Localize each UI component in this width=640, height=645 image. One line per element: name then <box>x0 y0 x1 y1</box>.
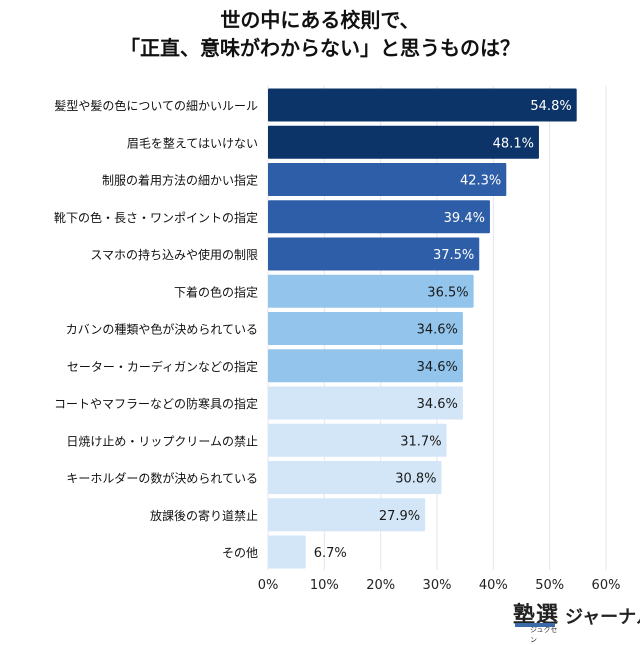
value-label: 54.8% <box>530 99 571 114</box>
value-label: 30.8% <box>395 472 436 487</box>
bar <box>268 274 474 308</box>
category-label: 日焼け止め・リップクリームの禁止 <box>66 434 258 448</box>
category-label: 下着の色の指定 <box>174 284 258 299</box>
bar <box>268 386 463 420</box>
x-tick-label: 50% <box>535 578 564 593</box>
bar <box>268 423 447 457</box>
bar <box>268 461 442 494</box>
x-tick-label: 10% <box>310 578 339 593</box>
bar <box>268 498 426 532</box>
x-tick-label: 40% <box>479 578 508 593</box>
category-label: その他 <box>222 546 258 560</box>
value-label: 6.7% <box>314 546 347 561</box>
category-label: 眉毛を整えてはいけない <box>127 135 258 150</box>
value-label: 42.3% <box>460 174 501 189</box>
bar <box>268 349 463 383</box>
bar <box>268 200 490 234</box>
title-line-2: 「正直、意味がわからない」と思うものは？ <box>120 36 520 60</box>
logo-right: ジャーナル <box>565 607 640 628</box>
category-label: 靴下の色・長さ・ワンポイントの指定 <box>54 210 258 225</box>
chart-title: 世の中にある校則で、 「正直、意味がわからない」と思うものは？ <box>0 6 640 62</box>
bar <box>268 163 507 196</box>
x-tick-label: 20% <box>366 578 395 593</box>
bar <box>268 535 306 569</box>
category-label: キーホルダーの数が決められている <box>66 471 258 486</box>
logo-sub: ジュクセン <box>530 626 558 644</box>
category-label: 髪型や髪の色についての細かいルール <box>54 99 258 113</box>
logo-underline <box>515 623 555 627</box>
bar <box>268 88 577 122</box>
x-tick-label: 30% <box>423 578 452 593</box>
category-label: 制服の着用方法の細かい指定 <box>102 173 258 188</box>
logo: 塾選 ジュクセン ジャーナル <box>513 597 640 644</box>
category-label: スマホの持ち込みや使用の制限 <box>90 247 258 262</box>
x-tick-label: 60% <box>592 578 621 593</box>
value-label: 27.9% <box>379 509 420 524</box>
bar <box>268 312 463 345</box>
bar <box>268 125 539 159</box>
category-label: セーター・カーディガンなどの指定 <box>67 359 258 374</box>
category-label: コートやマフラーなどの防寒具の指定 <box>54 396 258 411</box>
value-label: 34.6% <box>417 323 458 338</box>
value-label: 48.1% <box>493 136 534 151</box>
value-label: 31.7% <box>400 434 441 449</box>
value-label: 36.5% <box>427 285 468 300</box>
category-label: カバンの種類や色が決められている <box>66 322 258 337</box>
value-label: 39.4% <box>444 211 485 226</box>
x-tick-label: 0% <box>258 578 279 593</box>
title-line-1: 世の中にある校則で、 <box>220 8 420 32</box>
value-label: 34.6% <box>417 397 458 412</box>
category-label: 放課後の寄り道禁止 <box>150 508 258 523</box>
value-label: 34.6% <box>417 360 458 375</box>
bar <box>268 237 480 271</box>
value-label: 37.5% <box>433 248 474 263</box>
